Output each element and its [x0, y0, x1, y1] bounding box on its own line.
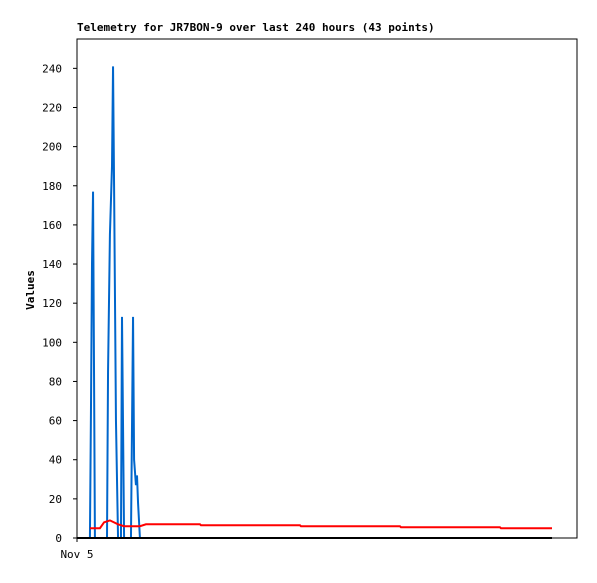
y-tick-label: 180 — [42, 180, 62, 193]
y-tick-label: 80 — [49, 375, 62, 388]
y-tick-label: 0 — [55, 532, 62, 545]
y-tick-label: 60 — [49, 415, 62, 428]
chart-title: Telemetry for JR7BON-9 over last 240 hou… — [77, 21, 435, 34]
y-tick-label: 200 — [42, 141, 62, 154]
y-tick-label: 140 — [42, 258, 62, 271]
y-tick-label: 100 — [42, 336, 62, 349]
y-axis-label: Values — [24, 270, 37, 310]
y-tick-label: 40 — [49, 454, 62, 467]
y-tick-label: 220 — [42, 101, 62, 114]
series-line — [89, 519, 552, 530]
plot-frame — [76, 38, 578, 539]
x-tick-label: Nov 5 — [60, 548, 93, 561]
y-tick-label: 160 — [42, 219, 62, 232]
y-tick-label: 120 — [42, 297, 62, 310]
y-tick-label: 240 — [42, 62, 62, 75]
series-line — [88, 66, 141, 539]
y-tick-label: 20 — [49, 493, 62, 506]
